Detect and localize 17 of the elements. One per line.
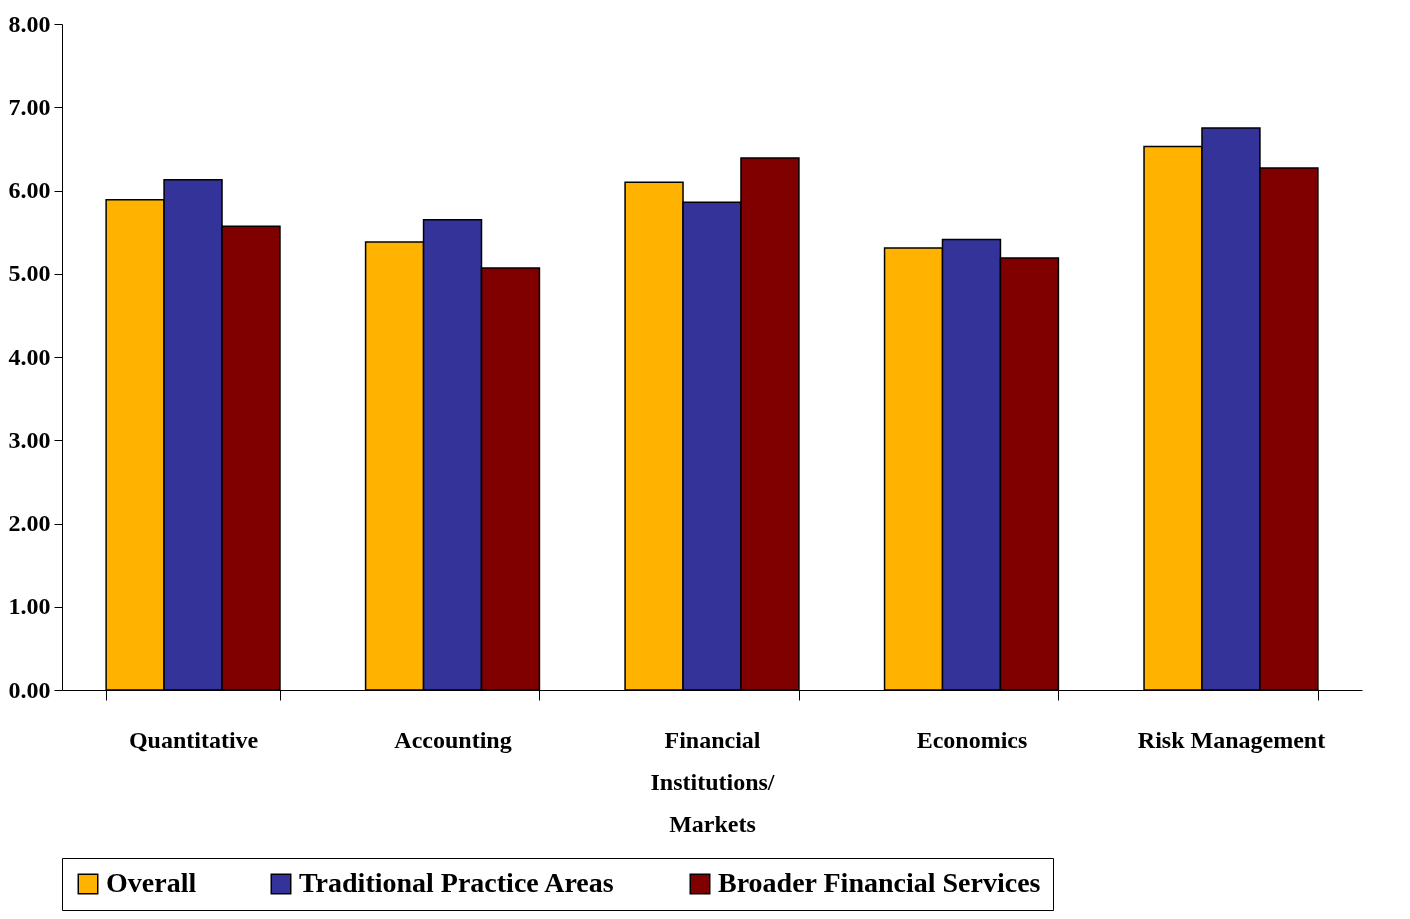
y-tick-label: 8.00: [8, 10, 51, 37]
legend-label: Broader Financial Services: [718, 867, 1041, 898]
y-tick-label: 3.00: [8, 426, 51, 453]
y-tick-label: 6.00: [8, 177, 51, 203]
x-tick-label: Quantitative: [128, 726, 259, 753]
legend-label: Traditional Practice Areas: [299, 867, 614, 898]
y-tick-label: 1.00: [8, 593, 51, 620]
y-tick-label: 7.00: [8, 93, 51, 120]
y-tick-label: 0.00: [8, 676, 51, 703]
y-tick-label: 4.00: [8, 343, 51, 370]
x-tick-label: Accounting: [394, 726, 512, 753]
x-tick-label: Economics: [916, 726, 1028, 753]
x-tick-label: Financial Institutions/ Markets: [650, 726, 775, 837]
y-tick-label: 2.00: [8, 510, 51, 536]
legend-label: Overall: [106, 867, 197, 898]
x-tick-label: Risk Management: [1137, 726, 1326, 753]
y-tick-label: 5.00: [8, 260, 51, 287]
